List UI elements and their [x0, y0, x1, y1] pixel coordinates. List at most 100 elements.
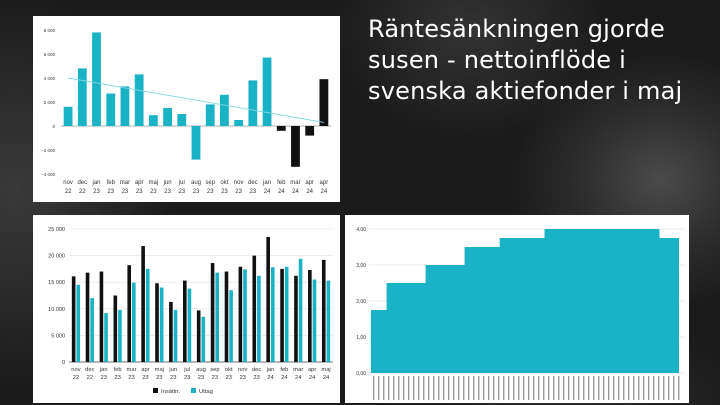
bar-uttag [229, 290, 233, 362]
x-tick-label [653, 376, 655, 400]
x-tick-label: feb [114, 367, 122, 373]
x-tick-label: aug [196, 367, 206, 373]
x-tick-label: apr [305, 180, 314, 186]
x-tick-label: 23 [156, 375, 162, 381]
bar-uttag [118, 309, 122, 362]
y-tick-label: 3,00 [356, 263, 366, 269]
bar-uttag [326, 280, 331, 362]
x-tick-label: feb [107, 180, 116, 186]
x-tick-label: 23 [164, 189, 171, 195]
bar-insattn [294, 275, 298, 362]
x-tick-label: nov [238, 367, 247, 373]
x-tick-label [673, 376, 675, 400]
x-tick-label [608, 376, 610, 400]
bar-uttag [201, 316, 206, 362]
bar-uttag [257, 275, 261, 362]
y-tick-label: 0 [52, 124, 55, 129]
x-tick-label: maj [149, 180, 159, 186]
y-tick-label: 15 000 [48, 280, 65, 286]
y-tick-label: 6 000 [44, 52, 56, 57]
bar-uttag [312, 279, 317, 362]
x-tick-label [453, 376, 455, 400]
bar [120, 86, 130, 126]
x-tick-label: jul [178, 180, 185, 186]
bar [248, 80, 258, 126]
y-tick-label: 25 000 [48, 227, 65, 233]
bar [134, 74, 144, 126]
x-tick-label: 24 [321, 189, 328, 195]
y-tick-label: 4 000 [44, 76, 56, 81]
x-tick-label: 23 [226, 375, 232, 381]
x-tick-label [503, 376, 505, 400]
x-tick-label: jul [183, 367, 190, 373]
y-tick-label: 2 000 [44, 100, 56, 105]
x-tick-label: mar [120, 180, 130, 186]
x-tick-label [518, 376, 520, 400]
x-tick-label [388, 376, 390, 400]
x-tick-label [508, 376, 510, 400]
bar-insattn [308, 269, 312, 362]
x-tick-label: maj [321, 367, 330, 373]
bar [77, 68, 87, 126]
x-tick-label: nov [234, 180, 244, 186]
bar-uttag [284, 266, 289, 362]
x-tick-label [438, 376, 440, 400]
x-tick-label: sep [210, 367, 219, 373]
x-tick-label [418, 376, 420, 400]
bar-insattn [141, 246, 145, 362]
bar [63, 106, 73, 126]
x-tick-label: mar [127, 367, 137, 373]
x-tick-label: jan [99, 367, 108, 373]
x-tick-label: dec [252, 367, 261, 373]
y-tick-label: 10 000 [48, 307, 65, 313]
x-tick-label [413, 376, 415, 400]
x-tick-label: 23 [150, 189, 157, 195]
x-tick-label [618, 376, 620, 400]
x-tick-label [543, 376, 545, 400]
x-tick-label [488, 376, 490, 400]
x-tick-label: nov [71, 367, 80, 373]
x-tick-label: 22 [73, 375, 79, 381]
bar-insattn [224, 271, 229, 362]
x-tick-label: apr [308, 367, 316, 373]
x-tick-label [443, 376, 445, 400]
x-tick-label: 24 [292, 189, 299, 195]
x-tick-label [398, 376, 400, 400]
bar [319, 79, 329, 126]
x-tick-label: dec [77, 180, 87, 186]
x-tick-label [383, 376, 385, 400]
x-tick-label: 24 [267, 375, 274, 381]
x-tick-label [433, 376, 435, 400]
x-tick-label [493, 376, 495, 400]
bar [262, 57, 272, 126]
x-tick-label: 23 [253, 375, 259, 381]
x-tick-label: 24 [295, 375, 302, 381]
bar [220, 94, 229, 126]
bar-insattn [127, 265, 132, 362]
x-tick-label [538, 376, 540, 400]
x-tick-label: jun [168, 367, 177, 373]
legend-swatch [191, 388, 196, 393]
x-tick-label: jan [266, 367, 275, 373]
bar-insattn [71, 276, 76, 362]
x-tick-label: sep [205, 180, 215, 186]
bar-insattn [321, 259, 326, 362]
x-tick-label: dec [248, 180, 258, 186]
bar-uttag [215, 272, 220, 362]
x-tick-label [523, 376, 525, 400]
x-tick-label: mar [293, 367, 303, 373]
x-tick-label [423, 376, 425, 400]
y-tick-label: 5 000 [51, 333, 65, 339]
x-tick-label: jan [92, 180, 101, 186]
x-tick-label [633, 376, 635, 400]
y-tick-label: 1,00 [356, 335, 366, 341]
rate-area [371, 229, 679, 373]
x-tick-label [668, 376, 670, 400]
x-tick-label: 23 [142, 375, 148, 381]
net-flow-chart: 8 000 6 000 4 000 2 000 0 −2 000 −4 000 nov 22 de… [33, 16, 340, 202]
x-tick-label: feb [280, 367, 288, 373]
x-tick-label: 23 [170, 375, 176, 381]
x-tick-label [533, 376, 535, 400]
x-tick-label: jan [262, 180, 271, 186]
x-tick-label [628, 376, 630, 400]
